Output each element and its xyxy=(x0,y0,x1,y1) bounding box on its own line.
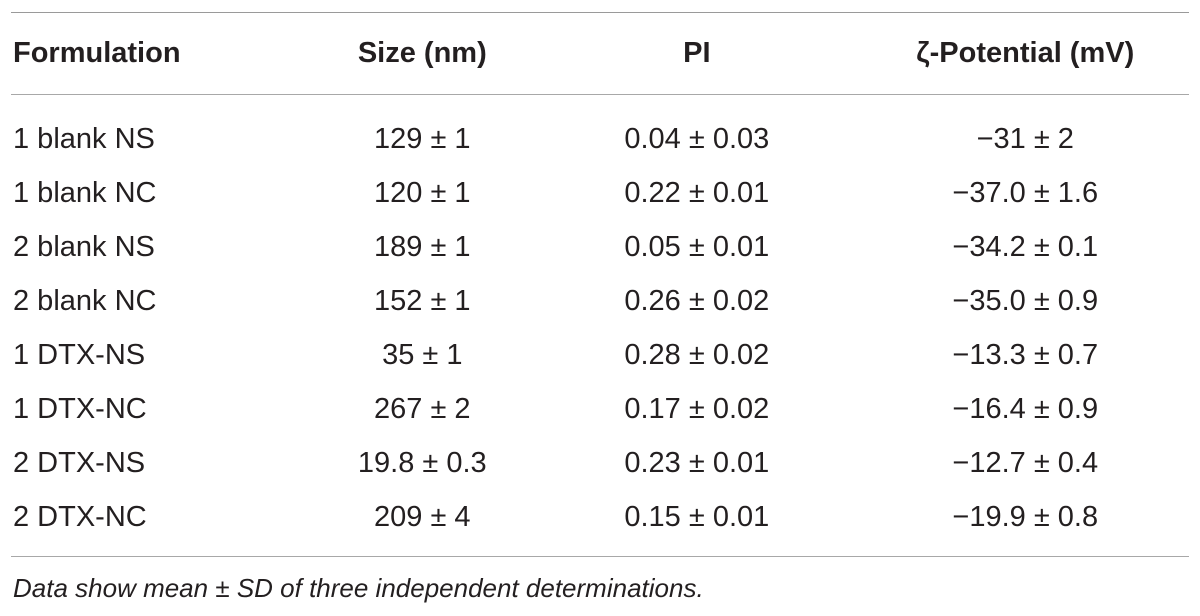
cell-pi: 0.17 ± 0.02 xyxy=(624,392,770,425)
cell-pi: 0.05 ± 0.01 xyxy=(624,230,770,263)
cell-size: 19.8 ± 0.3 xyxy=(357,446,487,479)
table-row: 1 DTX-NC 267 ± 2 0.17 ± 0.02 −16.4 ± 0.9 xyxy=(11,382,1189,436)
cell-formulation: 1 blank NC xyxy=(13,176,157,209)
cell-pi: 0.15 ± 0.01 xyxy=(624,500,770,533)
table-row: 1 blank NS 129 ± 1 0.04 ± 0.03 −31 ± 2 xyxy=(11,112,1189,166)
cell-formulation: 2 DTX-NS xyxy=(13,446,146,479)
header-formulation: Formulation xyxy=(13,37,181,69)
cell-pi: 0.22 ± 0.01 xyxy=(624,176,770,209)
table-top-rule xyxy=(11,12,1189,13)
cell-size: 35 ± 1 xyxy=(382,338,463,371)
cell-zeta-potential: −31 ± 2 xyxy=(976,122,1074,155)
cell-pi: 0.26 ± 0.02 xyxy=(624,284,770,317)
cell-zeta-potential: −34.2 ± 0.1 xyxy=(952,230,1099,263)
cell-size: 120 ± 1 xyxy=(374,176,471,209)
cell-formulation: 2 blank NS xyxy=(13,230,155,263)
table-footnote: Data show mean ± SD of three independent… xyxy=(13,573,704,603)
header-pi: PI xyxy=(683,37,711,69)
data-table: Formulation Size (nm) PI ζ-Potential (mV… xyxy=(11,12,1189,604)
cell-formulation: 1 DTX-NC xyxy=(13,392,147,425)
table-row: 1 blank NC 120 ± 1 0.22 ± 0.01 −37.0 ± 1… xyxy=(11,166,1189,220)
cell-zeta-potential: −13.3 ± 0.7 xyxy=(952,338,1099,371)
table-row: 2 DTX-NC 209 ± 4 0.15 ± 0.01 −19.9 ± 0.8 xyxy=(11,490,1189,544)
table-bottom-spacer xyxy=(11,544,1189,556)
cell-formulation: 1 blank NS xyxy=(13,122,155,155)
cell-zeta-potential: −19.9 ± 0.8 xyxy=(952,500,1099,533)
cell-formulation: 2 DTX-NC xyxy=(13,500,147,533)
header-size: Size (nm) xyxy=(357,37,487,69)
cell-formulation: 1 DTX-NS xyxy=(13,338,146,371)
table-row: 1 DTX-NS 35 ± 1 0.28 ± 0.02 −13.3 ± 0.7 xyxy=(11,328,1189,382)
cell-size: 267 ± 2 xyxy=(374,392,471,425)
cell-pi: 0.04 ± 0.03 xyxy=(624,122,770,155)
cell-zeta-potential: −37.0 ± 1.6 xyxy=(952,176,1099,209)
cell-pi: 0.28 ± 0.02 xyxy=(624,338,770,371)
table-row: 2 blank NS 189 ± 1 0.05 ± 0.01 −34.2 ± 0… xyxy=(11,220,1189,274)
table-header-rule xyxy=(11,94,1189,95)
cell-zeta-potential: −12.7 ± 0.4 xyxy=(952,446,1099,479)
table-row: 2 DTX-NS 19.8 ± 0.3 0.23 ± 0.01 −12.7 ± … xyxy=(11,436,1189,490)
cell-zeta-potential: −35.0 ± 0.9 xyxy=(952,284,1099,317)
cell-zeta-potential: −16.4 ± 0.9 xyxy=(952,392,1099,425)
cell-size: 189 ± 1 xyxy=(374,230,471,263)
cell-pi: 0.23 ± 0.01 xyxy=(624,446,770,479)
table-row: 2 blank NC 152 ± 1 0.26 ± 0.02 −35.0 ± 0… xyxy=(11,274,1189,328)
cell-formulation: 2 blank NC xyxy=(13,284,157,317)
cell-size: 129 ± 1 xyxy=(374,122,471,155)
header-zeta-potential: ζ-Potential (mV) xyxy=(916,37,1135,69)
table-header-row: Formulation Size (nm) PI ζ-Potential (mV… xyxy=(11,13,1189,94)
table-bottom-rule xyxy=(11,556,1189,557)
cell-size: 209 ± 4 xyxy=(374,500,471,533)
cell-size: 152 ± 1 xyxy=(374,284,471,317)
